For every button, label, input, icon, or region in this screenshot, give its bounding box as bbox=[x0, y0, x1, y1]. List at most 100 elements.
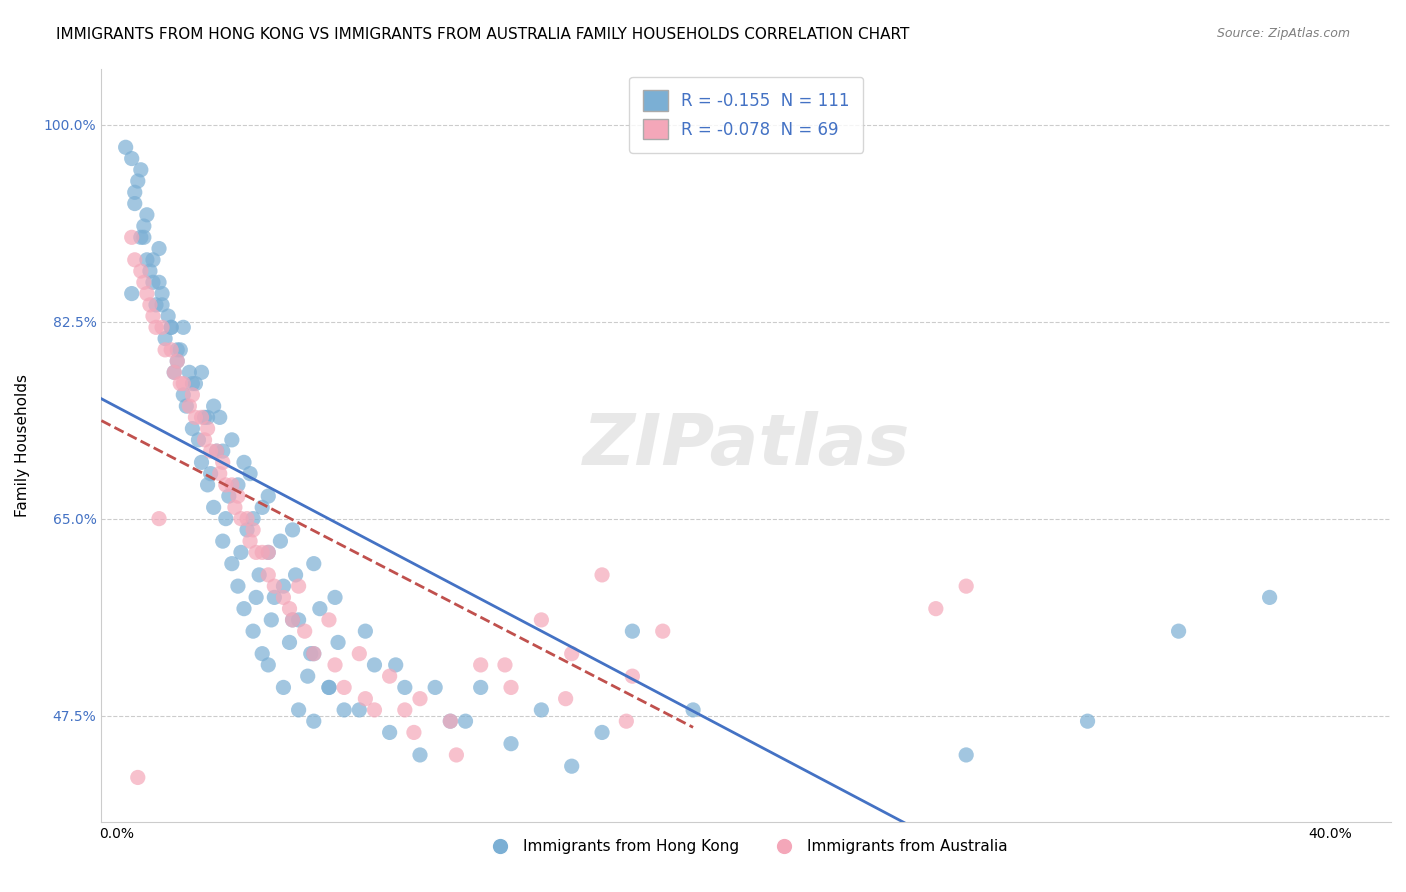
Point bbox=[221, 557, 243, 571]
Point bbox=[260, 613, 283, 627]
Point bbox=[245, 545, 267, 559]
Point bbox=[132, 230, 155, 244]
Point bbox=[142, 276, 165, 290]
Point bbox=[326, 635, 349, 649]
Point bbox=[263, 591, 285, 605]
Point bbox=[239, 467, 262, 481]
Point bbox=[132, 219, 155, 233]
Point bbox=[273, 579, 295, 593]
Point bbox=[129, 162, 152, 177]
Point bbox=[190, 455, 212, 469]
Point bbox=[494, 657, 516, 672]
Point bbox=[148, 276, 170, 290]
Point bbox=[651, 624, 673, 639]
Point bbox=[139, 264, 162, 278]
Point bbox=[323, 657, 346, 672]
Point bbox=[257, 545, 280, 559]
Point bbox=[530, 703, 553, 717]
Point bbox=[278, 601, 301, 615]
Point bbox=[308, 601, 330, 615]
Point bbox=[281, 523, 304, 537]
Point bbox=[150, 286, 173, 301]
Point bbox=[349, 647, 371, 661]
Point bbox=[409, 747, 432, 762]
Point bbox=[121, 230, 143, 244]
Point bbox=[176, 399, 198, 413]
Point bbox=[257, 657, 280, 672]
Point bbox=[208, 467, 231, 481]
Point bbox=[172, 320, 194, 334]
Point bbox=[121, 152, 143, 166]
Point bbox=[181, 422, 204, 436]
Point bbox=[499, 737, 522, 751]
Point bbox=[250, 545, 273, 559]
Point bbox=[363, 657, 385, 672]
Text: ZIPatlas: ZIPatlas bbox=[582, 411, 910, 480]
Point bbox=[166, 343, 188, 357]
Point bbox=[384, 657, 406, 672]
Point bbox=[281, 613, 304, 627]
Point bbox=[114, 140, 136, 154]
Point bbox=[166, 354, 188, 368]
Point bbox=[318, 613, 340, 627]
Point bbox=[318, 681, 340, 695]
Point bbox=[190, 365, 212, 379]
Point bbox=[135, 286, 157, 301]
Point bbox=[124, 196, 146, 211]
Point bbox=[1167, 624, 1189, 639]
Point bbox=[621, 669, 644, 683]
Point bbox=[257, 489, 280, 503]
Point bbox=[132, 276, 155, 290]
Point bbox=[287, 703, 309, 717]
Point bbox=[124, 252, 146, 267]
Point bbox=[135, 208, 157, 222]
Point bbox=[1258, 591, 1281, 605]
Point bbox=[200, 467, 222, 481]
Y-axis label: Family Households: Family Households bbox=[15, 374, 30, 517]
Point bbox=[250, 500, 273, 515]
Point bbox=[200, 444, 222, 458]
Point bbox=[245, 591, 267, 605]
Point bbox=[163, 365, 186, 379]
Point bbox=[242, 523, 264, 537]
Point bbox=[269, 534, 291, 549]
Point bbox=[925, 601, 948, 615]
Point bbox=[163, 365, 186, 379]
Legend: R = -0.155  N = 111, R = -0.078  N = 69: R = -0.155 N = 111, R = -0.078 N = 69 bbox=[630, 77, 863, 153]
Point bbox=[226, 478, 249, 492]
Point bbox=[150, 320, 173, 334]
Point bbox=[218, 489, 240, 503]
Point bbox=[318, 681, 340, 695]
Point bbox=[281, 613, 304, 627]
Point bbox=[129, 264, 152, 278]
Point bbox=[215, 478, 238, 492]
Point bbox=[302, 557, 325, 571]
Point bbox=[530, 613, 553, 627]
Point bbox=[226, 579, 249, 593]
Point bbox=[273, 681, 295, 695]
Point bbox=[142, 309, 165, 323]
Point bbox=[299, 647, 322, 661]
Text: IMMIGRANTS FROM HONG KONG VS IMMIGRANTS FROM AUSTRALIA FAMILY HOUSEHOLDS CORRELA: IMMIGRANTS FROM HONG KONG VS IMMIGRANTS … bbox=[56, 27, 910, 42]
Point bbox=[127, 174, 149, 188]
Point bbox=[378, 669, 401, 683]
Point bbox=[172, 376, 194, 391]
Point bbox=[181, 388, 204, 402]
Point bbox=[439, 714, 461, 729]
Point bbox=[202, 399, 225, 413]
Point bbox=[247, 568, 270, 582]
Point bbox=[470, 681, 492, 695]
Point bbox=[561, 759, 583, 773]
Point bbox=[273, 591, 295, 605]
Point bbox=[211, 444, 233, 458]
Point bbox=[236, 511, 259, 525]
Point bbox=[297, 669, 319, 683]
Point bbox=[1077, 714, 1099, 729]
Point bbox=[239, 534, 262, 549]
Point bbox=[184, 376, 207, 391]
Point bbox=[402, 725, 425, 739]
Point bbox=[197, 422, 219, 436]
Point bbox=[614, 714, 637, 729]
Point bbox=[294, 624, 316, 639]
Point bbox=[211, 455, 233, 469]
